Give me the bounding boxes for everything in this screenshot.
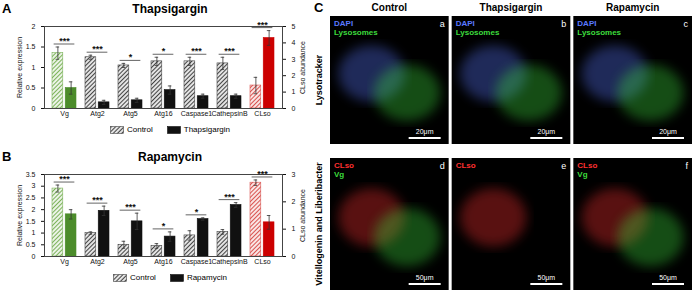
svg-text:20μm: 20μm	[538, 128, 556, 136]
svg-text:***: ***	[59, 174, 70, 184]
html-text:A: A	[2, 1, 12, 16]
svg-text:Vitellogenin and Liberibacter: Vitellogenin and Liberibacter	[314, 162, 324, 286]
svg-text:C: C	[314, 0, 324, 15]
svg-text:f: f	[685, 161, 688, 171]
svg-text:CLso abundance: CLso abundance	[299, 41, 306, 94]
svg-text:*: *	[162, 221, 166, 231]
svg-text:Atg2: Atg2	[90, 110, 105, 118]
svg-text:1.5: 1.5	[26, 43, 36, 50]
html-text:Rapamycin: Rapamycin	[138, 150, 202, 164]
svg-text:3: 3	[292, 56, 296, 63]
svg-text:DAPI: DAPI	[456, 19, 475, 28]
svg-text:Atg5: Atg5	[123, 110, 138, 118]
svg-text:1: 1	[32, 64, 36, 71]
svg-text:CLso: CLso	[456, 161, 476, 170]
svg-text:CLso: CLso	[334, 161, 354, 170]
svg-text:***: ***	[257, 169, 268, 179]
svg-text:Atg16: Atg16	[154, 110, 172, 118]
svg-text:2: 2	[292, 198, 296, 205]
svg-text:2.5: 2.5	[26, 194, 36, 201]
svg-text:***: ***	[257, 20, 268, 30]
svg-text:Vg: Vg	[60, 110, 69, 118]
svg-text:CathepsinB: CathepsinB	[211, 258, 248, 266]
svg-text:d: d	[440, 161, 445, 171]
svg-text:***: ***	[224, 46, 235, 56]
svg-text:***: ***	[92, 44, 103, 54]
svg-text:Vg: Vg	[577, 170, 587, 179]
svg-text:CLso: CLso	[254, 110, 270, 117]
svg-text:DAPI: DAPI	[334, 19, 353, 28]
svg-text:1: 1	[32, 229, 36, 236]
html-text:Thapsigargin: Thapsigargin	[183, 125, 230, 134]
svg-text:1.5: 1.5	[26, 218, 36, 225]
svg-text:0.5: 0.5	[26, 241, 36, 248]
svg-text:***: ***	[92, 195, 103, 205]
svg-text:4: 4	[292, 39, 296, 46]
svg-text:Vg: Vg	[334, 170, 344, 179]
svg-text:2: 2	[32, 206, 36, 213]
svg-text:Lysotracker: Lysotracker	[314, 54, 324, 105]
html-text:Control: Control	[130, 273, 156, 282]
svg-text:DAPI: DAPI	[577, 19, 596, 28]
svg-text:Atg5: Atg5	[123, 258, 138, 266]
svg-text:***: ***	[125, 202, 136, 212]
svg-text:Vg: Vg	[60, 258, 69, 266]
svg-text:Lysosomes: Lysosomes	[577, 28, 621, 37]
svg-text:Rapamycin: Rapamycin	[606, 2, 659, 13]
svg-text:Caspase1: Caspase1	[181, 258, 213, 266]
html-text:Control: Control	[127, 125, 153, 134]
svg-text:*: *	[162, 46, 166, 56]
svg-text:0: 0	[292, 253, 296, 260]
svg-text:3.5: 3.5	[26, 171, 36, 178]
svg-text:*: *	[195, 207, 199, 217]
svg-text:20μm: 20μm	[416, 128, 434, 136]
svg-text:50μm: 50μm	[538, 274, 556, 282]
svg-text:c: c	[684, 19, 689, 29]
svg-text:CLso abundance: CLso abundance	[299, 189, 306, 242]
svg-text:Atg2: Atg2	[90, 258, 105, 266]
svg-text:0: 0	[32, 253, 36, 260]
html-text:Rapamycin: Rapamycin	[186, 273, 227, 282]
svg-text:0.5: 0.5	[26, 84, 36, 91]
svg-text:a: a	[440, 19, 445, 29]
svg-text:Caspase1: Caspase1	[181, 110, 213, 118]
svg-text:50μm: 50μm	[659, 274, 677, 282]
html-text:B: B	[2, 149, 12, 164]
svg-text:3: 3	[32, 182, 36, 189]
svg-text:2: 2	[32, 23, 36, 30]
svg-text:e: e	[561, 161, 566, 171]
svg-text:0: 0	[292, 105, 296, 112]
svg-text:2: 2	[292, 72, 296, 79]
svg-text:Lysosomes: Lysosomes	[334, 28, 378, 37]
html-text:Thapsigargin: Thapsigargin	[132, 2, 208, 16]
svg-text:***: ***	[224, 192, 235, 202]
svg-text:20μm: 20μm	[659, 128, 677, 136]
svg-text:0: 0	[32, 105, 36, 112]
svg-text:Thapsigargin: Thapsigargin	[480, 2, 543, 13]
svg-text:b: b	[561, 19, 566, 29]
svg-text:Control: Control	[372, 2, 408, 13]
svg-text:*: *	[129, 52, 133, 62]
svg-text:CLso: CLso	[254, 258, 270, 265]
svg-text:50μm: 50μm	[416, 274, 434, 282]
svg-text:Lysosomes: Lysosomes	[456, 28, 500, 37]
svg-text:Atg16: Atg16	[154, 258, 172, 266]
svg-text:3: 3	[292, 171, 296, 178]
svg-text:***: ***	[59, 36, 70, 46]
svg-text:1: 1	[292, 225, 296, 232]
svg-text:1: 1	[292, 88, 296, 95]
svg-text:5: 5	[292, 23, 296, 30]
svg-text:CLso: CLso	[577, 161, 597, 170]
svg-text:Relative expression: Relative expression	[16, 185, 24, 246]
svg-text:***: ***	[191, 46, 202, 56]
svg-text:Relative expression: Relative expression	[16, 37, 24, 98]
svg-text:CathepsinB: CathepsinB	[211, 110, 248, 118]
